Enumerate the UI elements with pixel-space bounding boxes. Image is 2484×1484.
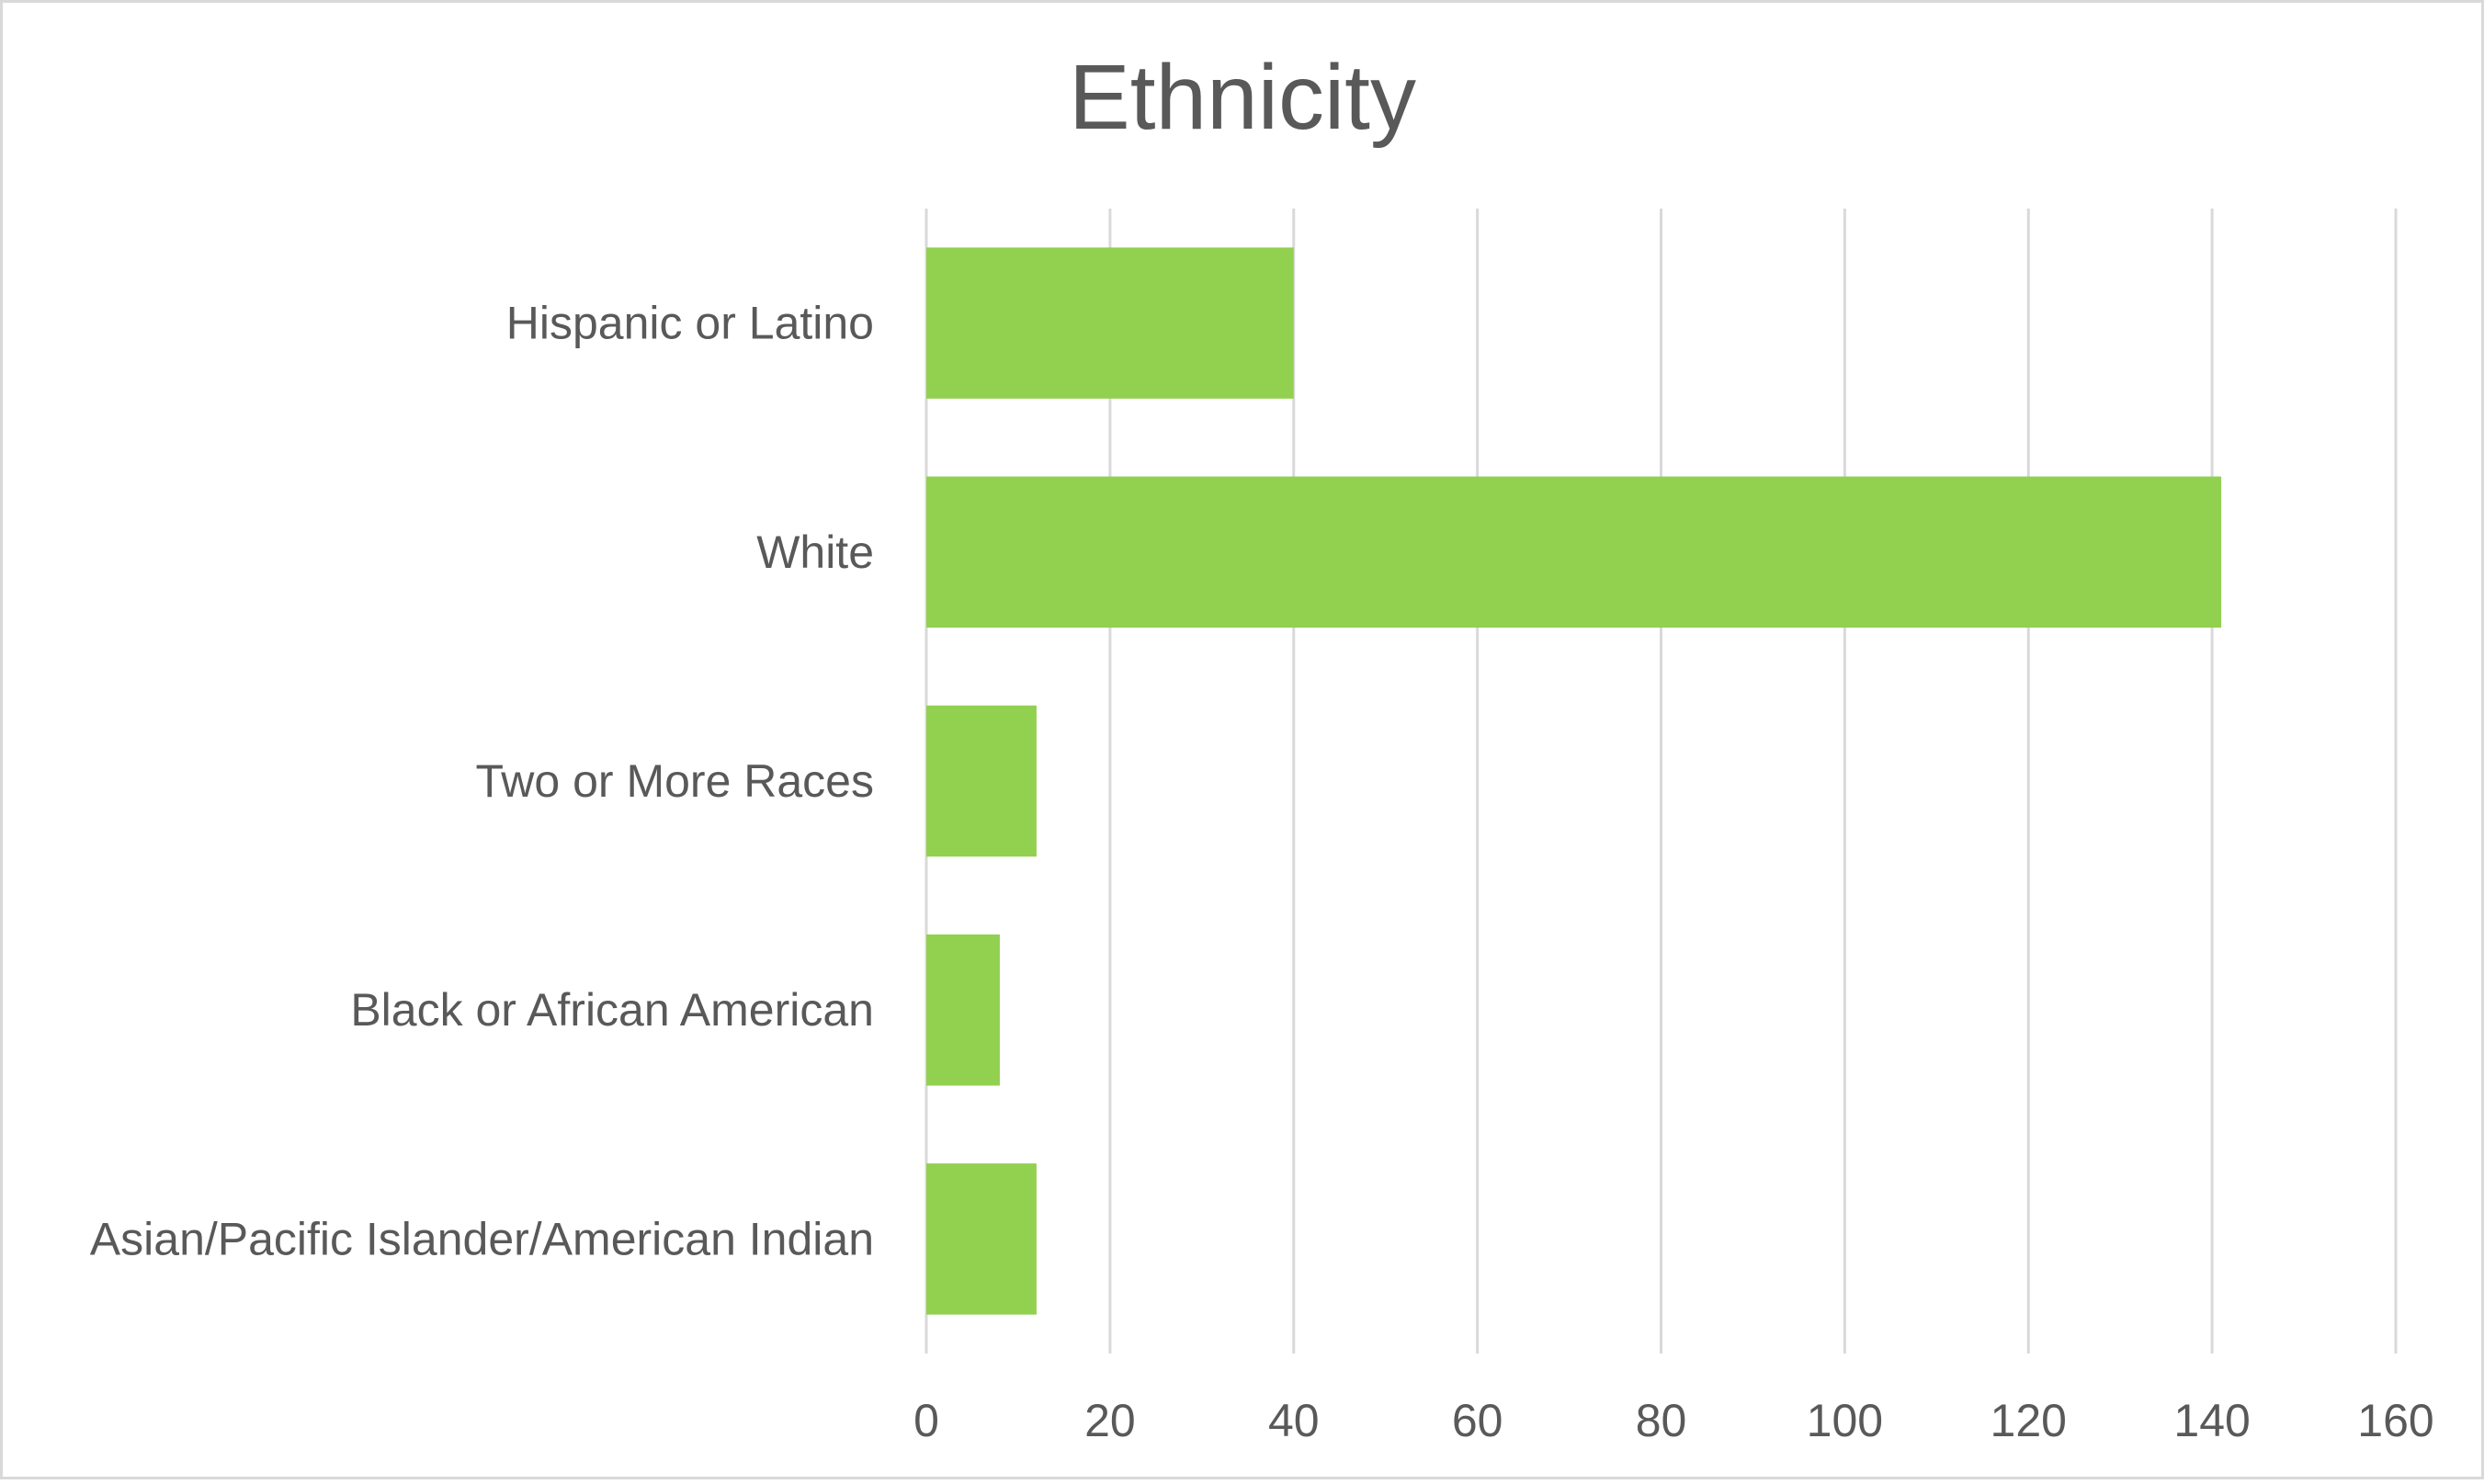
category-labels: Hispanic or Latino White Two or More Races… — [90, 298, 874, 1265]
bars — [926, 247, 2222, 1315]
bar-0 — [926, 247, 1294, 399]
chart-title: Ethnicity — [1069, 46, 1416, 149]
bar-3 — [926, 934, 1000, 1086]
x-tick-label: 100 — [1807, 1395, 1883, 1446]
x-tick-label: 60 — [1452, 1395, 1503, 1446]
bar-1 — [926, 476, 2222, 629]
category-label: Black or African American — [350, 984, 874, 1036]
x-tick-labels: 0 20 40 60 80 100 120 140 160 — [913, 1395, 2434, 1446]
bar-4 — [926, 1163, 1037, 1315]
x-tick-label: 40 — [1268, 1395, 1320, 1446]
category-label: Asian/Pacific Islander/American Indian — [90, 1213, 874, 1264]
category-label: White — [756, 527, 874, 578]
gridlines — [924, 209, 2398, 1354]
x-tick-label: 20 — [1084, 1395, 1136, 1446]
x-tick-label: 80 — [1636, 1395, 1687, 1446]
x-tick-label: 160 — [2357, 1395, 2433, 1446]
bar-2 — [926, 705, 1037, 857]
x-tick-label: 140 — [2173, 1395, 2250, 1446]
x-tick-label: 0 — [913, 1395, 939, 1446]
x-tick-label: 120 — [1991, 1395, 2067, 1446]
category-label: Hispanic or Latino — [506, 298, 874, 349]
category-label: Two or More Races — [476, 755, 874, 807]
